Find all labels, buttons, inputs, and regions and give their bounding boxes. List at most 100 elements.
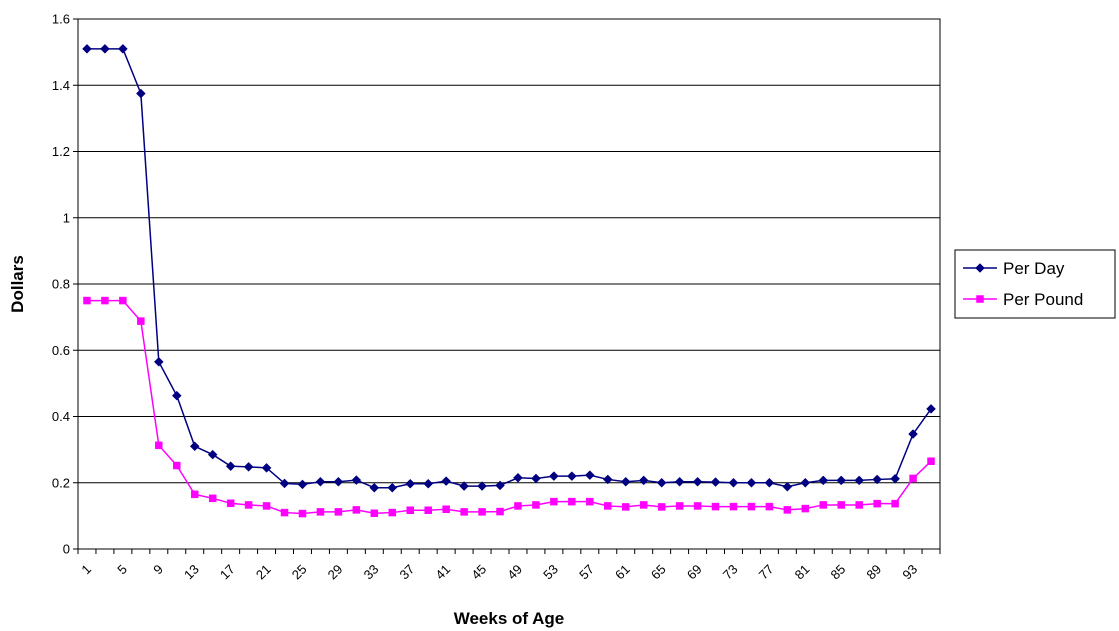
legend-marker — [976, 295, 984, 303]
data-point — [153, 356, 164, 367]
data-point — [782, 481, 793, 492]
data-point — [927, 457, 935, 465]
data-point — [477, 481, 487, 491]
data-point — [747, 502, 756, 511]
data-point — [100, 43, 110, 54]
y-tick-label: 0.6 — [52, 343, 70, 358]
y-tick-label: 0.4 — [52, 409, 70, 424]
data-point — [728, 477, 739, 488]
data-point — [656, 477, 667, 488]
data-point — [567, 471, 577, 481]
data-point — [532, 501, 540, 509]
data-point — [262, 502, 271, 510]
data-point — [531, 473, 541, 484]
data-point — [549, 471, 559, 481]
data-point — [890, 473, 900, 484]
data-point — [675, 502, 684, 510]
data-point — [800, 477, 811, 488]
x-tick-label: 17 — [217, 562, 238, 583]
x-tick-label: 53 — [540, 562, 561, 583]
data-point — [568, 497, 576, 506]
x-tick-label: 61 — [612, 562, 633, 583]
series-group — [82, 43, 936, 518]
data-point — [226, 499, 235, 508]
data-point — [243, 461, 254, 472]
data-point — [119, 296, 127, 305]
y-tick-label: 0.8 — [52, 277, 70, 292]
y-tick-label: 1.4 — [52, 78, 70, 93]
data-point — [190, 490, 199, 499]
data-point — [406, 506, 414, 514]
legend: Per Day Per Pound — [954, 249, 1116, 319]
data-point — [333, 476, 344, 487]
x-tick-label: 93 — [899, 562, 920, 583]
data-point — [657, 503, 666, 511]
data-point — [818, 475, 829, 486]
x-tick-label: 45 — [468, 562, 489, 583]
legend-label: Per Day — [1003, 259, 1065, 278]
data-point — [351, 475, 362, 485]
data-point — [495, 480, 505, 491]
y-tick-label: 1.6 — [52, 12, 70, 27]
data-point — [514, 502, 522, 510]
x-tick-label: 1 — [78, 562, 94, 578]
data-point — [729, 502, 738, 511]
x-tick-label: 57 — [576, 562, 597, 583]
data-point — [369, 482, 380, 493]
data-point — [459, 481, 469, 491]
x-tick-label: 85 — [828, 562, 849, 583]
y-axis-ticks: 0 0.2 0.4 0.6 0.8 1 1.2 1.4 1.6 — [52, 12, 78, 557]
data-point — [478, 508, 486, 516]
data-point — [711, 502, 720, 511]
x-tick-label: 29 — [325, 562, 346, 583]
data-point — [872, 474, 882, 485]
x-tick-label: 73 — [720, 562, 741, 583]
data-point — [837, 501, 845, 509]
data-point — [692, 476, 703, 487]
series-per-day — [82, 43, 936, 493]
x-tick-label: 9 — [150, 562, 166, 578]
data-point — [764, 477, 775, 488]
data-point — [298, 509, 307, 518]
data-point — [674, 476, 685, 487]
data-point — [604, 502, 612, 510]
data-point — [387, 482, 398, 493]
legend-item: Per Pound — [963, 290, 1083, 309]
data-point — [423, 478, 434, 489]
y-tick-label: 0 — [63, 542, 70, 557]
y-axis-title: Dollars — [8, 255, 27, 313]
data-point — [244, 501, 253, 509]
data-point — [370, 509, 379, 517]
x-tick-label: 5 — [114, 562, 130, 578]
data-point — [496, 507, 504, 516]
x-tick-label: 13 — [181, 562, 202, 583]
data-point — [441, 476, 451, 486]
data-point — [819, 501, 828, 509]
data-point — [171, 390, 182, 401]
y-tick-label: 1.2 — [52, 144, 70, 159]
y-tick-label: 1 — [63, 210, 70, 225]
x-tick-label: 21 — [253, 562, 274, 583]
data-point — [315, 476, 326, 487]
data-point — [873, 499, 881, 508]
data-point — [316, 508, 325, 516]
data-point — [352, 506, 361, 514]
data-point — [638, 475, 649, 486]
data-point — [101, 296, 109, 305]
x-tick-label: 65 — [648, 562, 669, 583]
data-point — [189, 441, 200, 452]
data-point — [710, 477, 721, 487]
data-point — [261, 462, 272, 473]
data-point — [586, 497, 594, 506]
data-point — [83, 296, 91, 305]
data-point — [854, 475, 865, 486]
data-point — [405, 478, 416, 489]
data-point — [908, 429, 918, 439]
x-tick-label: 49 — [504, 562, 525, 583]
data-point — [136, 88, 146, 99]
legend-label: Per Pound — [1003, 290, 1083, 309]
data-point — [584, 470, 595, 480]
data-point — [207, 449, 218, 460]
x-axis-ticks: 1 5 9 13 17 21 25 29 33 37 41 45 49 53 57 61 65 69 73 77 81 8… — [77, 549, 941, 583]
